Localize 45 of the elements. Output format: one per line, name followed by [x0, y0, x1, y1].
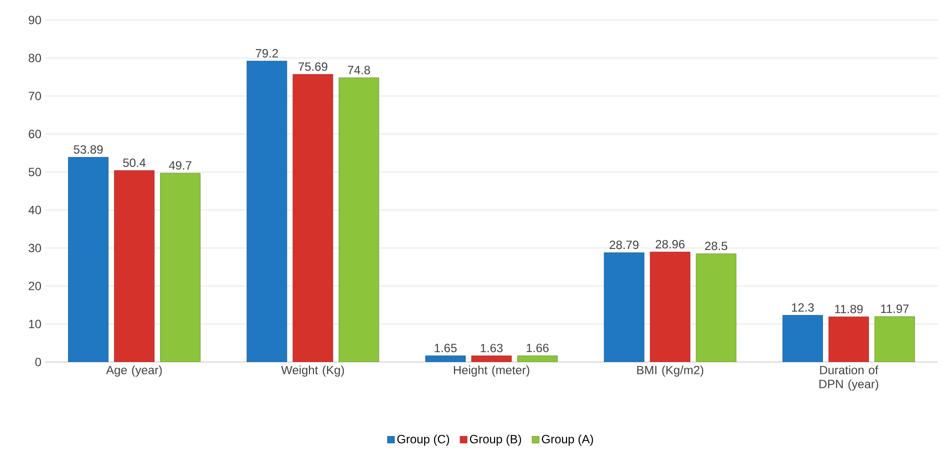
- data-label: 75.69: [298, 62, 328, 71]
- data-label: 28.96: [656, 240, 685, 248]
- x-tick-label: Height (meter): [454, 366, 530, 377]
- bar: [696, 254, 736, 362]
- data-label: 50.4: [123, 158, 146, 167]
- data-label: 79.2: [256, 49, 278, 58]
- bar: [338, 78, 380, 362]
- data-label: 53.89: [74, 145, 103, 154]
- bar: [160, 172, 200, 362]
- y-tick-label: 0: [35, 358, 42, 366]
- data-label: 1.63: [480, 344, 503, 352]
- data-label: 1.66: [526, 344, 549, 352]
- x-tick-label: Weight (Kg): [281, 366, 344, 377]
- x-tick-label: Age (year): [106, 366, 162, 377]
- data-label: 28.79: [610, 240, 638, 250]
- bar: [650, 252, 690, 362]
- data-label: 28.5: [705, 242, 728, 250]
- legend-label: Group (C): [397, 434, 450, 446]
- y-tick-label: 10: [29, 320, 42, 328]
- y-tick-label: 50: [28, 168, 42, 176]
- y-tick-label: 70: [28, 92, 42, 100]
- y-tick-label: 90: [28, 16, 42, 24]
- bar: [604, 252, 644, 362]
- x-tick-label: BMI (Kg/m2): [637, 366, 704, 377]
- bar: [246, 60, 288, 362]
- y-tick-label: 40: [28, 206, 42, 214]
- bar: [874, 316, 915, 362]
- bar: [68, 157, 108, 362]
- data-label: 74.8: [348, 66, 370, 74]
- y-tick-label: 60: [28, 130, 42, 138]
- legend-label: Group (B): [470, 434, 522, 446]
- bar: [828, 316, 869, 362]
- data-label: 11.97: [881, 304, 909, 313]
- data-label: 1.65: [434, 344, 457, 352]
- y-tick-label: 80: [28, 54, 42, 62]
- bar: [114, 170, 154, 362]
- y-tick-label: 20: [28, 282, 42, 290]
- bar: [292, 74, 334, 362]
- data-label: 11.89: [835, 304, 863, 314]
- y-tick-label: 30: [28, 244, 42, 252]
- data-label: 12.3: [792, 303, 814, 312]
- data-label: 49.7: [168, 161, 192, 170]
- x-tick-label: Duration of DPN (year): [819, 366, 878, 391]
- bar: [782, 315, 823, 362]
- legend-label: Group (A): [542, 434, 594, 446]
